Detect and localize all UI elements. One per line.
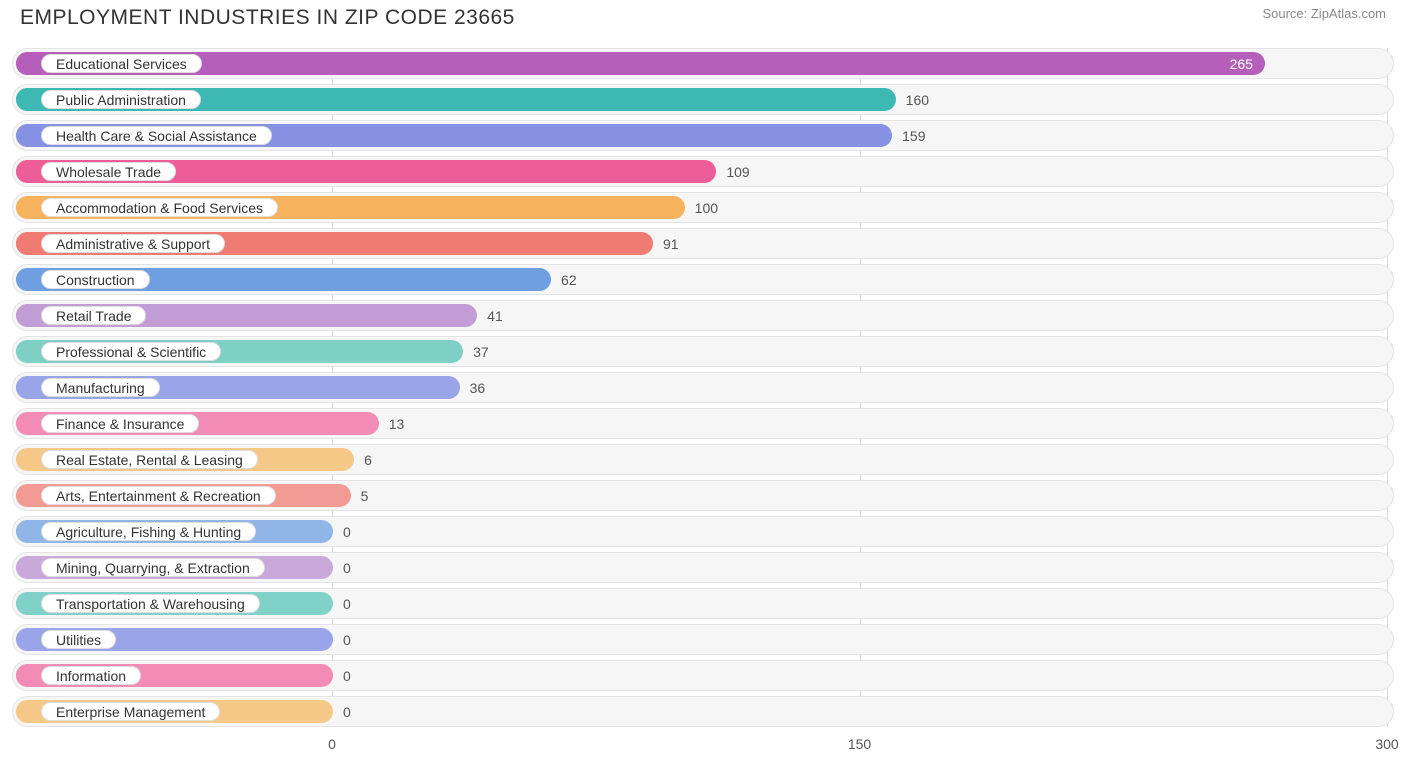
category-label: Health Care & Social Assistance [41,126,272,145]
bar-cap [16,592,41,615]
chart-title: EMPLOYMENT INDUSTRIES IN ZIP CODE 23665 [20,6,515,30]
category-label: Information [41,666,141,685]
chart-source: Source: ZipAtlas.com [1262,6,1386,21]
bar-cap [16,664,41,687]
bar-cap [16,448,41,471]
bar-row: Accommodation & Food Services 100 [12,192,1394,223]
category-label: Educational Services [41,54,202,73]
bar-row: Agriculture, Fishing & Hunting 0 [12,516,1394,547]
bar-row: Enterprise Management 0 [12,696,1394,727]
bar-row: Professional & Scientific 37 [12,336,1394,367]
category-label: Public Administration [41,90,201,109]
bar-row: Educational Services 265 [12,48,1394,79]
bar-cap [16,268,41,291]
chart-area: Educational Services 265 Public Administra… [12,48,1394,727]
value-label: 91 [663,229,679,258]
x-axis: 0150300 [12,732,1394,756]
bar-cap [16,376,41,399]
value-label: 265 [1230,49,1253,78]
bar-cap [16,52,41,75]
bar-row: Mining, Quarrying, & Extraction 0 [12,552,1394,583]
category-label: Administrative & Support [41,234,225,253]
value-label: 109 [726,157,749,186]
bar-cap [16,628,41,651]
value-label: 100 [695,193,718,222]
bar-row: Arts, Entertainment & Recreation 5 [12,480,1394,511]
value-label: 13 [389,409,405,438]
bar-cap [16,160,41,183]
category-label: Construction [41,270,150,289]
bar-cap [16,304,41,327]
category-label: Professional & Scientific [41,342,221,361]
bar-row: Public Administration 160 [12,84,1394,115]
bar-row: Retail Trade 41 [12,300,1394,331]
value-label: 160 [906,85,929,114]
category-label: Transportation & Warehousing [41,594,260,613]
category-label: Retail Trade [41,306,146,325]
axis-tick: 300 [1375,736,1398,752]
value-label: 0 [343,589,351,618]
bar-cap [16,412,41,435]
category-label: Finance & Insurance [41,414,199,433]
category-label: Enterprise Management [41,702,220,721]
bar-cap [16,232,41,255]
bar-cap [16,520,41,543]
value-label: 0 [343,517,351,546]
bar [16,52,1265,75]
bar-cap [16,556,41,579]
bar-row: Health Care & Social Assistance 159 [12,120,1394,151]
value-label: 0 [343,661,351,690]
value-label: 6 [364,445,372,474]
value-label: 5 [361,481,369,510]
bar-cap [16,700,41,723]
bar-row: Transportation & Warehousing 0 [12,588,1394,619]
value-label: 0 [343,697,351,726]
bar-row: Manufacturing 36 [12,372,1394,403]
bar-row: Information 0 [12,660,1394,691]
category-label: Accommodation & Food Services [41,198,278,217]
category-label: Arts, Entertainment & Recreation [41,486,276,505]
bar-cap [16,196,41,219]
bar-row: Real Estate, Rental & Leasing 6 [12,444,1394,475]
bar-cap [16,340,41,363]
category-label: Real Estate, Rental & Leasing [41,450,258,469]
bar-cap [16,88,41,111]
value-label: 62 [561,265,577,294]
value-label: 37 [473,337,489,366]
category-label: Agriculture, Fishing & Hunting [41,522,256,541]
bar-row: Wholesale Trade 109 [12,156,1394,187]
category-label: Utilities [41,630,116,649]
axis-tick: 150 [848,736,871,752]
chart-header: EMPLOYMENT INDUSTRIES IN ZIP CODE 23665 … [0,0,1406,30]
value-label: 0 [343,553,351,582]
bar-row: Finance & Insurance 13 [12,408,1394,439]
value-label: 36 [470,373,486,402]
bar-cap [16,124,41,147]
category-label: Manufacturing [41,378,160,397]
bar-row: Utilities 0 [12,624,1394,655]
axis-tick: 0 [328,736,336,752]
value-label: 159 [902,121,925,150]
category-label: Mining, Quarrying, & Extraction [41,558,265,577]
bar-cap [16,484,41,507]
value-label: 41 [487,301,503,330]
value-label: 0 [343,625,351,654]
category-label: Wholesale Trade [41,162,176,181]
bar-row: Construction 62 [12,264,1394,295]
bar-row: Administrative & Support 91 [12,228,1394,259]
